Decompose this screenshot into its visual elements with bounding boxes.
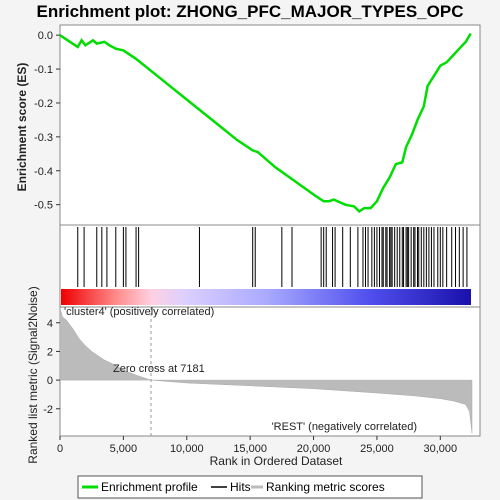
rank-color-bar	[61, 289, 471, 305]
enrichment-profile-line	[59, 32, 472, 213]
metric-ytick-label: -2	[43, 404, 53, 416]
metric-axis-label: Ranked list metric (Signal2Noise)	[26, 286, 40, 463]
es-ytick-label: -0.4	[34, 166, 53, 178]
legend-enrichment-label: Enrichment profile	[101, 480, 198, 494]
chart-title: Enrichment plot: ZHONG_PFC_MAJOR_TYPES_O…	[37, 2, 464, 21]
es-ytick-label: -0.2	[34, 98, 53, 110]
es-panel	[59, 24, 481, 226]
legend-metric-label: Ranking metric scores	[266, 480, 385, 494]
metric-ytick-label: 0	[47, 375, 53, 387]
es-ytick-label: -0.1	[34, 64, 53, 76]
metric-ytick-label: 2	[47, 346, 53, 358]
x-tick-label: 0	[57, 443, 63, 455]
x-tick-label: 25,000	[360, 443, 394, 455]
positive-label: 'cluster4' (positively correlated)	[64, 306, 214, 318]
es-ytick-label: -0.3	[34, 132, 53, 144]
x-tick-label: 15,000	[233, 443, 267, 455]
x-tick-label: 5,000	[110, 443, 138, 455]
zero-cross-label: Zero cross at 7181	[113, 363, 205, 375]
es-ytick-label: 0.0	[38, 30, 53, 42]
x-axis-label: Rank in Ordered Dataset	[210, 454, 343, 468]
legend-hits-label: Hits	[230, 480, 251, 494]
legend: Enrichment profile Hits Ranking metric s…	[77, 475, 423, 499]
es-axis-label: Enrichment score (ES)	[15, 63, 29, 192]
x-tick-label: 20,000	[297, 443, 331, 455]
x-tick-label: 10,000	[170, 443, 204, 455]
es-ytick-label: -0.5	[34, 200, 53, 212]
metric-ytick-label: 4	[47, 318, 53, 330]
x-tick-label: 30,000	[423, 443, 457, 455]
metric-panel	[59, 306, 481, 437]
negative-label: 'REST' (negatively correlated)	[272, 421, 417, 433]
ranking-metric-area	[59, 308, 473, 434]
